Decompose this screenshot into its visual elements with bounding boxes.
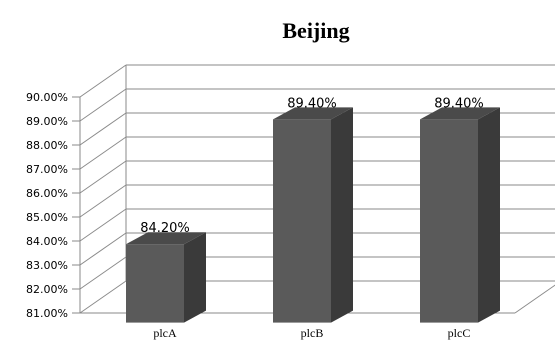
bar <box>420 107 500 323</box>
x-axis-labels: plcA plcB plcC <box>153 326 470 340</box>
y-tick-label: 84.00% <box>26 235 68 248</box>
data-label: 89.40% <box>434 96 484 111</box>
bar-side <box>331 107 353 323</box>
gridline-diagonal <box>79 232 127 266</box>
bar-front <box>420 119 478 323</box>
x-tick-label: plcA <box>153 326 177 340</box>
gridline-diagonal <box>79 208 127 242</box>
bar-side <box>478 107 500 323</box>
bar-top <box>126 232 206 245</box>
grid-layer <box>79 64 555 314</box>
bar-top <box>273 107 353 120</box>
data-label: 89.40% <box>287 96 337 111</box>
gridline-diagonal <box>79 280 127 314</box>
bar-side <box>184 232 206 323</box>
gridline-diagonal <box>79 184 127 218</box>
y-tick-label: 89.00% <box>26 115 68 128</box>
y-tick-label: 86.00% <box>26 187 68 200</box>
y-tick-label: 81.00% <box>26 307 68 320</box>
gridline-diagonal <box>79 136 127 170</box>
chart-title: Beijing <box>282 18 349 43</box>
bar <box>126 232 206 323</box>
gridline-diagonal <box>79 160 127 194</box>
data-labels: 84.20% 89.40% 89.40% <box>140 96 484 236</box>
x-tick-label: plcB <box>301 326 324 340</box>
bars <box>126 107 500 323</box>
y-tick-label: 85.00% <box>26 211 68 224</box>
x-tick-label: plcC <box>448 326 471 340</box>
floor-right-edge <box>514 284 555 314</box>
y-tick-label: 83.00% <box>26 259 68 272</box>
gridline-diagonal <box>79 88 127 122</box>
gridline-diagonal <box>79 64 127 98</box>
bar <box>273 107 353 323</box>
bar-front <box>126 244 184 323</box>
y-tick-label: 90.00% <box>26 91 68 104</box>
gridline-diagonal <box>79 256 127 290</box>
y-tick-label: 87.00% <box>26 163 68 176</box>
gridline-diagonal <box>79 112 127 146</box>
bar-front <box>273 119 331 323</box>
data-label: 84.20% <box>140 221 190 236</box>
y-axis-ticks: 81.00% 82.00% 83.00% 84.00% 85.00% 86.00% 87.0… <box>26 91 80 320</box>
y-tick-label: 82.00% <box>26 283 68 296</box>
y-tick-label: 88.00% <box>26 139 68 152</box>
bar-top <box>420 107 500 120</box>
